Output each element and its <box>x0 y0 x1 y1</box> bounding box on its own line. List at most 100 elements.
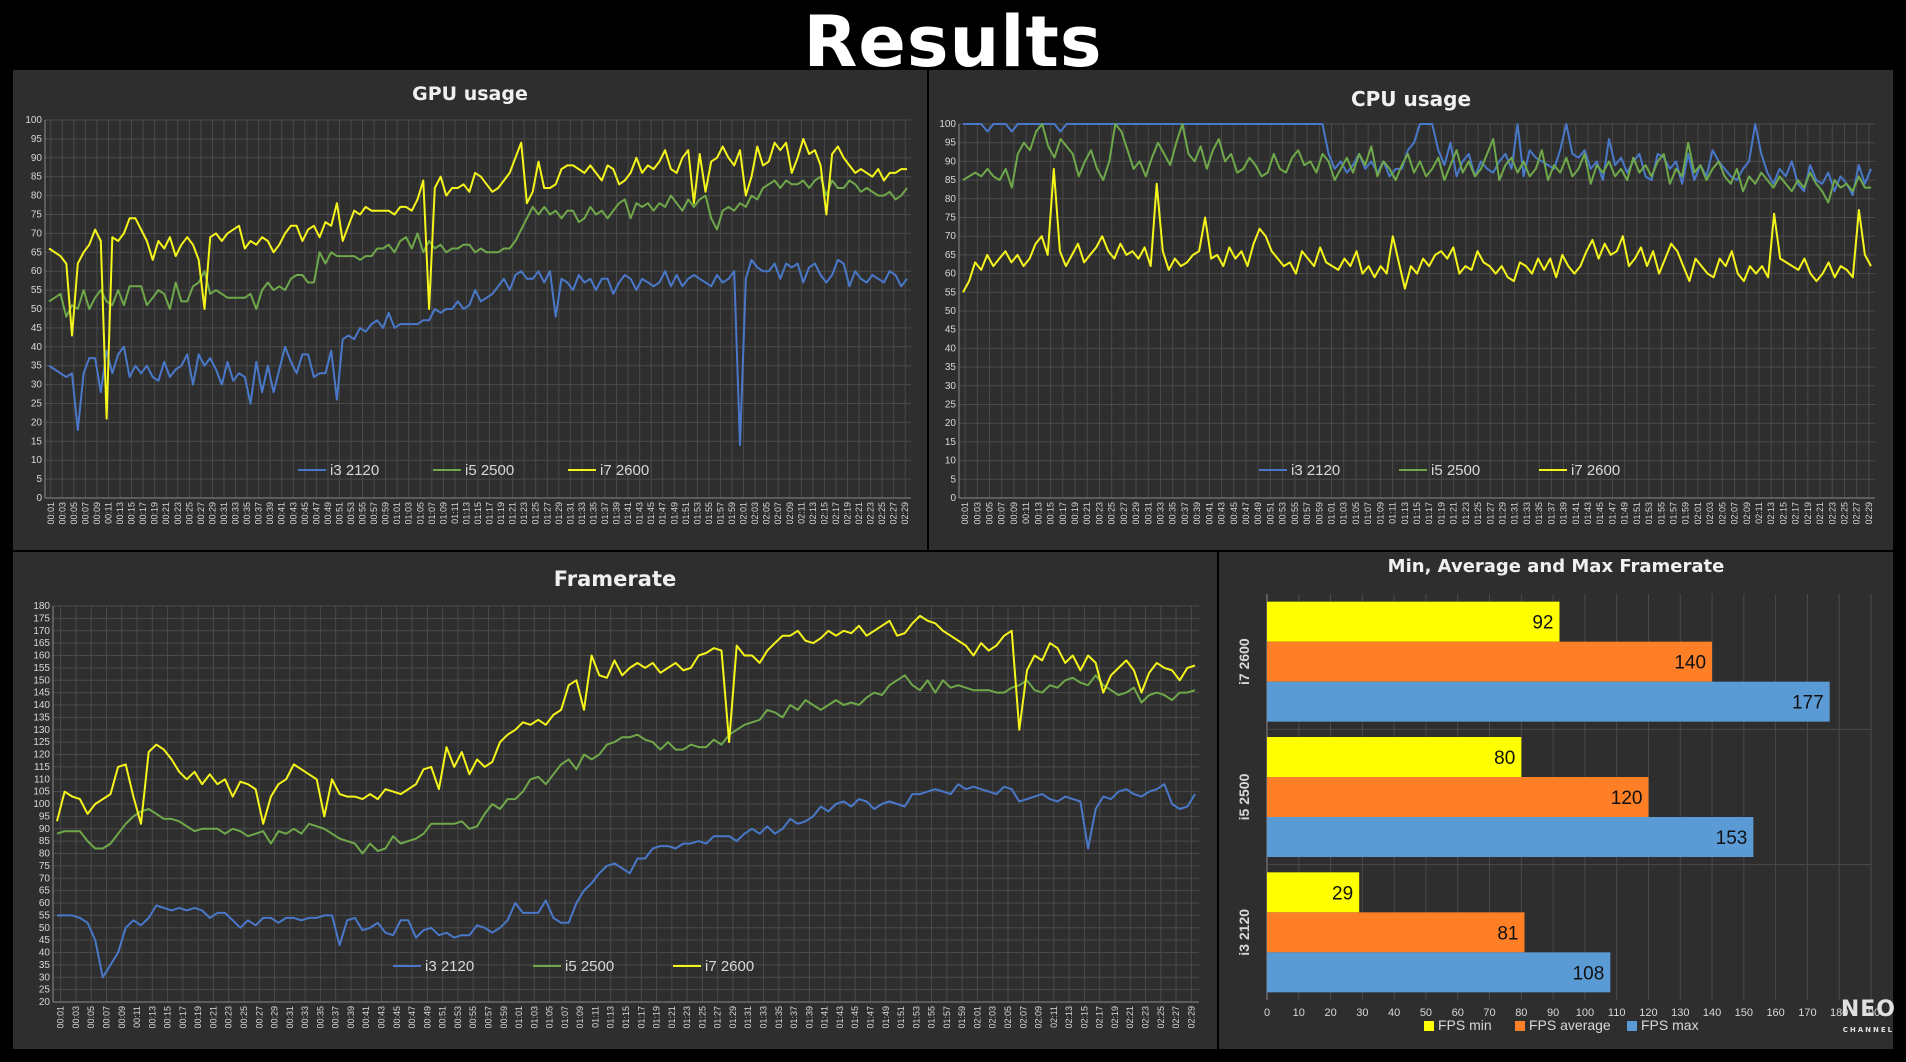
x-tick-label: 00:59 <box>499 1006 509 1029</box>
x-tick-label: 02:15 <box>1079 1006 1089 1029</box>
x-tick-label: 00:57 <box>369 502 379 525</box>
x-tick-label: 02:17 <box>1095 1006 1105 1029</box>
y-tick-label: 100 <box>33 799 50 810</box>
x-tick-label: 01:31 <box>743 1006 753 1029</box>
x-tick-label: 00:11 <box>1021 502 1031 524</box>
x-tick-label: 01:11 <box>450 502 460 524</box>
x-tick-label: 00:03 <box>57 502 67 525</box>
x-tick-label: 00:35 <box>242 502 252 525</box>
x-tick-label: 00:37 <box>331 1006 341 1029</box>
y-tick-label: 100 <box>939 119 956 130</box>
x-tick-label: 01:59 <box>727 502 737 525</box>
x-tick-label: 00:33 <box>1156 502 1166 525</box>
x-tick-label: 01:09 <box>1375 502 1385 525</box>
x-tick-label: 00:49 <box>422 1006 432 1029</box>
page-title: Results <box>803 1 1103 83</box>
y-tick-label: 90 <box>945 156 957 167</box>
bar-value-label: 108 <box>1573 963 1605 984</box>
y-tick-label: 95 <box>31 134 43 145</box>
series-line-i7-2600 <box>56 614 1196 825</box>
y-tick-label: 65 <box>39 886 51 897</box>
y-tick-label: 50 <box>31 304 43 315</box>
x-tick-label: 00:59 <box>381 502 391 525</box>
y-tick-label: 150 <box>33 675 50 686</box>
x-tick-label: 01:13 <box>606 1006 616 1029</box>
y-tick-label: 95 <box>39 811 51 822</box>
y-tick-label: 35 <box>31 361 43 372</box>
gpu-usage-chart: GPU usage 0 5 10 15 20 25 30 35 40 45 50 55 60 65 70 75 8… <box>13 70 927 550</box>
bar-FPS-min <box>1267 872 1360 913</box>
x-tick-label: 00:33 <box>300 1006 310 1029</box>
x-tick-label: 01:07 <box>427 502 437 525</box>
x-tick-label: 00:19 <box>1070 502 1080 525</box>
x-tick-label: 10 <box>1293 1007 1305 1019</box>
x-tick-label: 02:07 <box>773 502 783 525</box>
x-tick-label: 00:57 <box>1302 502 1312 525</box>
x-tick-label: 01:19 <box>1436 502 1446 525</box>
framerate-chart: Framerate 20 25 30 35 40 45 50 55 60 65 70 75 80 85 90 9… <box>13 552 1217 1049</box>
y-tick-label: 25 <box>31 399 43 410</box>
x-tick-label: 00:37 <box>1180 502 1190 525</box>
x-tick-label: 01:03 <box>1339 502 1349 525</box>
x-tick-label: 180 <box>1830 1007 1848 1019</box>
x-tick-label: 02:11 <box>796 502 806 524</box>
x-tick-label: 01:27 <box>542 502 552 525</box>
y-tick-label: 75 <box>39 861 51 872</box>
x-tick-label: 00:49 <box>323 502 333 525</box>
x-tick-label: 00:47 <box>1241 502 1251 525</box>
x-tick-label: 01:23 <box>1461 502 1471 525</box>
x-tick-label: 01:53 <box>692 502 702 525</box>
y-tick-label: 55 <box>31 285 43 296</box>
bar-value-label: 92 <box>1532 613 1553 634</box>
x-tick-label: 02:21 <box>854 502 864 525</box>
x-tick-label: 01:11 <box>590 1006 600 1028</box>
x-tick-label: 00:21 <box>208 1006 218 1029</box>
y-tick-label: 160 <box>33 651 50 662</box>
x-tick-label: 00:31 <box>285 1006 295 1029</box>
x-tick-label: 01:17 <box>636 1006 646 1029</box>
x-tick-label: 02:25 <box>1839 502 1849 525</box>
x-tick-label: 00:19 <box>150 502 160 525</box>
x-tick-label: 02:17 <box>1791 502 1801 525</box>
x-tick-label: 00:13 <box>115 502 125 525</box>
y-tick-label: 120 <box>33 750 50 761</box>
x-tick-label: 00:03 <box>71 1006 81 1029</box>
y-tick-label: 180 <box>33 601 50 612</box>
x-tick-label: 01:41 <box>1571 502 1581 525</box>
x-tick-label: 00:17 <box>138 502 148 525</box>
gpu-title: GPU usage <box>412 83 528 105</box>
legend-label: i3 2120 <box>425 958 474 975</box>
x-tick-label: 00:01 <box>46 502 56 525</box>
x-tick-label: 01:09 <box>575 1006 585 1029</box>
x-tick-label: 02:23 <box>1141 1006 1151 1029</box>
bar-FPS-max <box>1267 681 1830 722</box>
y-tick-label: 50 <box>39 923 51 934</box>
cpu-title: CPU usage <box>1351 87 1471 111</box>
legend-label: i3 2120 <box>1291 462 1340 479</box>
x-tick-label: 02:03 <box>750 502 760 525</box>
x-tick-label: 00:47 <box>311 502 321 525</box>
x-tick-label: 01:39 <box>612 502 622 525</box>
bar-value-label: 177 <box>1792 693 1824 714</box>
y-tick-label: 80 <box>31 191 43 202</box>
x-tick-label: 90 <box>1547 1007 1559 1019</box>
x-tick-label: 00:15 <box>127 502 137 525</box>
x-tick-label: 01:55 <box>927 1006 937 1029</box>
x-tick-label: 01:21 <box>508 502 518 525</box>
x-tick-label: 01:35 <box>774 1006 784 1029</box>
x-tick-label: 01:17 <box>1424 502 1434 525</box>
x-tick-label: 01:37 <box>1546 502 1556 525</box>
bar-FPS-average <box>1267 777 1649 817</box>
x-tick-label: 02:29 <box>1864 502 1874 525</box>
x-tick-label: 00:45 <box>300 502 310 525</box>
x-tick-label: 00:07 <box>997 502 1007 525</box>
legend-label: i7 2600 <box>600 462 649 479</box>
x-tick-label: 01:49 <box>1620 502 1630 525</box>
x-tick-label: 01:33 <box>1522 502 1532 525</box>
x-tick-label: 00:39 <box>1192 502 1202 525</box>
x-tick-label: 00:25 <box>1107 502 1117 525</box>
x-tick-label: 00:41 <box>277 502 287 525</box>
y-tick-label: 170 <box>33 626 50 637</box>
x-tick-label: 00:07 <box>101 1006 111 1029</box>
series-line-i7-2600 <box>48 137 907 420</box>
